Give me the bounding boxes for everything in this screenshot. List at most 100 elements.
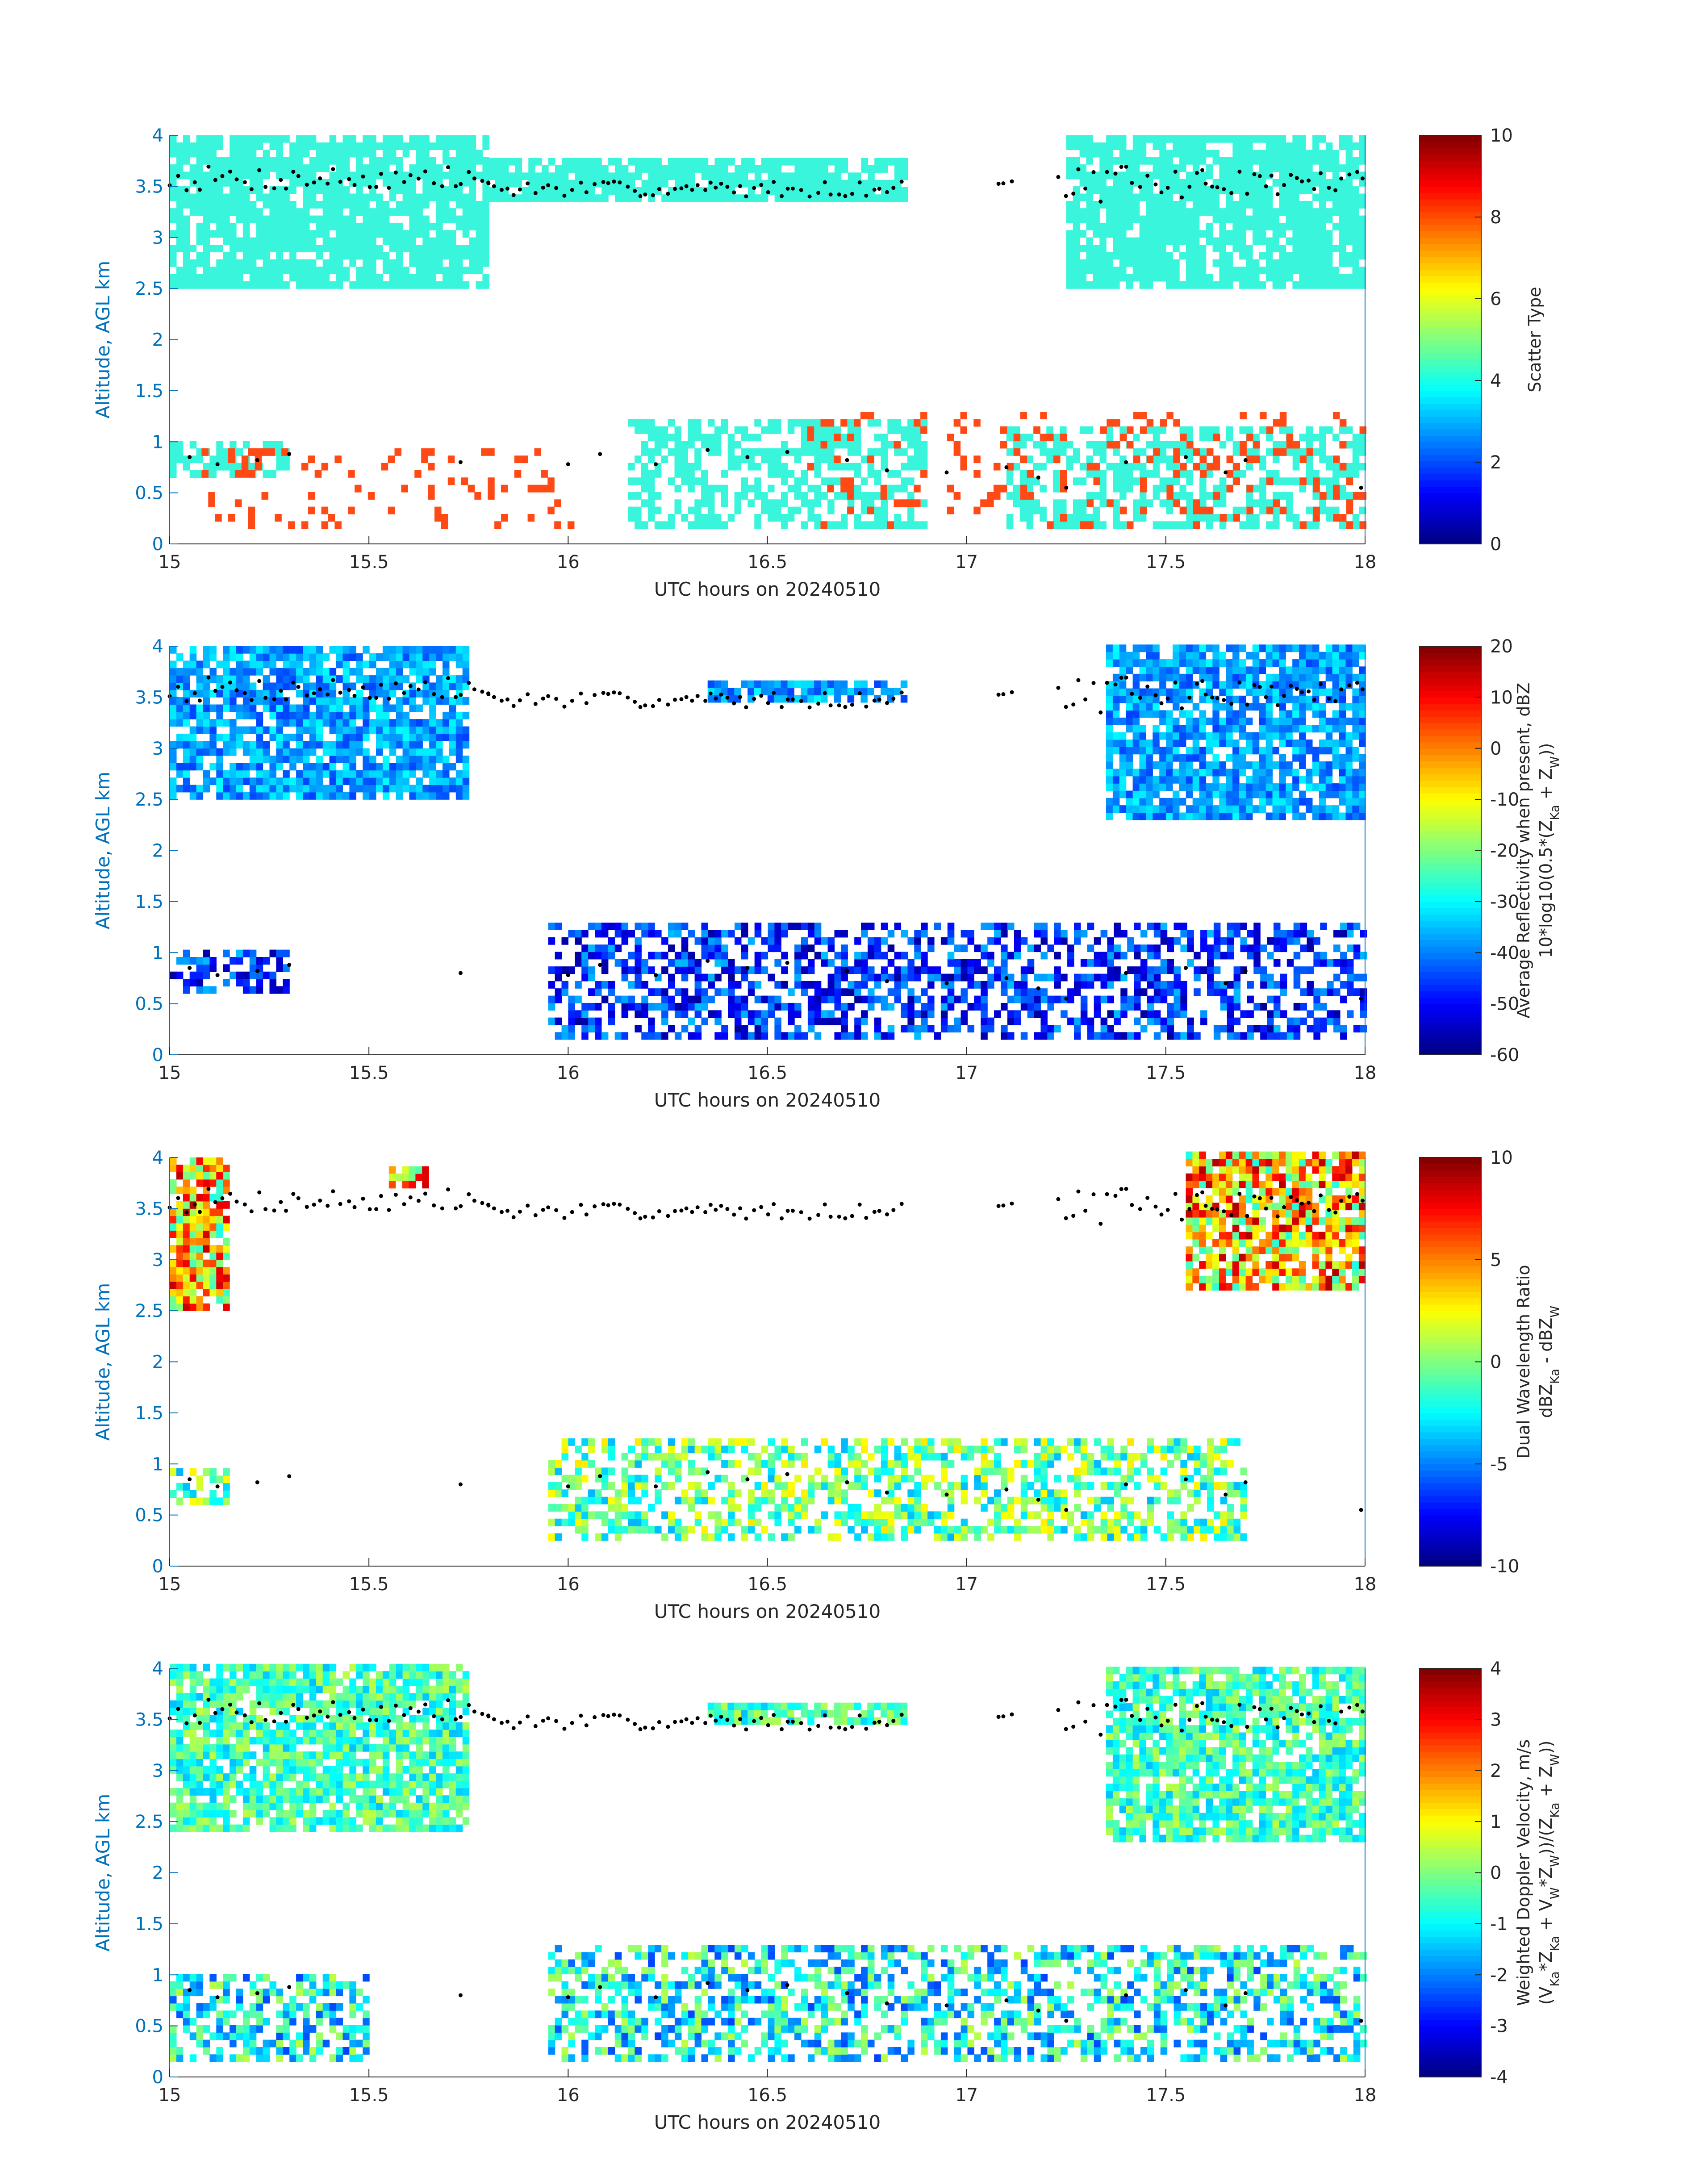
heatmap-cell	[1094, 463, 1101, 471]
heatmap-cell	[356, 675, 363, 683]
heatmap-cell	[1312, 259, 1320, 267]
heatmap-cell	[1286, 740, 1293, 747]
heatmap-cell	[1166, 499, 1173, 507]
heatmap-cell	[761, 681, 768, 688]
heatmap-cell	[363, 194, 370, 201]
heatmap-cell	[1199, 194, 1207, 201]
cloud-top-point	[858, 180, 862, 184]
heatmap-cell	[1286, 791, 1293, 798]
heatmap-cell	[1206, 171, 1213, 179]
heatmap-cell	[1226, 434, 1233, 441]
heatmap-cell	[1239, 238, 1246, 245]
heatmap-cell	[416, 653, 423, 661]
heatmap-cell	[735, 463, 742, 471]
heatmap-cell	[1352, 783, 1359, 791]
cloud-top-point	[220, 174, 224, 178]
heatmap-cell	[369, 223, 376, 230]
heatmap-cell	[555, 194, 562, 202]
heatmap-cell	[861, 521, 868, 529]
heatmap-cell	[1126, 470, 1133, 478]
heatmap-cell	[1186, 238, 1193, 245]
heatmap-cell	[601, 165, 609, 173]
heatmap-cell	[343, 201, 350, 209]
heatmap-cell	[330, 245, 337, 252]
heatmap-cell	[907, 441, 915, 448]
heatmap-cell	[443, 238, 450, 245]
heatmap-cell	[655, 158, 662, 166]
heatmap-cell	[648, 426, 655, 434]
heatmap-cell	[436, 756, 443, 763]
heatmap-cell	[754, 514, 761, 522]
cloud-top-point	[1253, 172, 1257, 176]
heatmap-cell	[283, 463, 290, 471]
heatmap-cell	[1259, 769, 1266, 776]
heatmap-cell	[1219, 252, 1227, 259]
heatmap-cell	[861, 187, 868, 195]
heatmap-cell	[1213, 135, 1220, 143]
heatmap-cell	[1099, 267, 1107, 274]
heatmap-cell	[1126, 813, 1133, 820]
heatmap-cell	[183, 741, 190, 748]
heatmap-cell	[1073, 477, 1080, 485]
heatmap-cell	[1319, 281, 1326, 289]
heatmap-cell	[1126, 259, 1133, 267]
heatmap-cell	[641, 441, 648, 448]
heatmap-cell	[449, 281, 456, 289]
heatmap-cell	[270, 208, 277, 216]
heatmap-cell	[396, 223, 403, 230]
heatmap-cell	[1099, 186, 1107, 194]
heatmap-cell	[1159, 259, 1166, 267]
heatmap-cell	[735, 426, 742, 434]
heatmap-cell	[1173, 674, 1180, 681]
heatmap-cell	[1319, 259, 1326, 267]
heatmap-cell	[330, 646, 337, 654]
heatmap-cell	[661, 165, 668, 173]
heatmap-cell	[1193, 274, 1200, 281]
heatmap-cell	[694, 507, 702, 514]
heatmap-cell	[482, 238, 489, 245]
heatmap-cell	[1226, 135, 1233, 143]
heatmap-cell	[1246, 681, 1253, 689]
heatmap-cell	[349, 705, 356, 712]
heatmap-cell	[1199, 485, 1207, 493]
heatmap-cell	[1159, 754, 1166, 762]
heatmap-cell	[383, 201, 390, 209]
heatmap-cell	[1186, 492, 1193, 500]
heatmap-cell	[1113, 245, 1120, 252]
heatmap-cell	[741, 681, 748, 688]
heatmap-cell	[376, 164, 383, 172]
heatmap-cell	[1099, 223, 1107, 230]
heatmap-cell	[236, 675, 243, 683]
heatmap-cell	[1286, 805, 1293, 813]
heatmap-cell	[316, 705, 323, 712]
heatmap-cell	[1040, 441, 1047, 448]
heatmap-cell	[263, 441, 270, 449]
heatmap-cell	[1239, 230, 1246, 238]
heatmap-cell	[170, 252, 177, 259]
heatmap-cell	[1113, 179, 1120, 187]
heatmap-cell	[675, 441, 682, 448]
heatmap-cell	[323, 223, 330, 230]
heatmap-cell	[216, 186, 223, 194]
heatmap-cell	[1279, 703, 1286, 710]
colorbar-swatch	[1420, 180, 1481, 187]
heatmap-cell	[456, 675, 463, 683]
heatmap-cell	[209, 230, 217, 238]
heatmap-cell	[376, 208, 383, 216]
cloud-top-point	[417, 177, 421, 181]
heatmap-cell	[1166, 194, 1173, 201]
heatmap-cell	[814, 165, 822, 173]
heatmap-cell	[1326, 238, 1333, 245]
heatmap-cell	[528, 165, 535, 173]
heatmap-cell	[170, 142, 177, 150]
heatmap-cell	[421, 448, 428, 456]
heatmap-cell	[316, 727, 323, 734]
heatmap-cell	[336, 646, 343, 654]
heatmap-cell	[449, 682, 456, 690]
cloud-top-point	[1114, 171, 1118, 175]
heatmap-cell	[309, 719, 317, 727]
heatmap-cell	[881, 485, 888, 493]
heatmap-cell	[1346, 798, 1353, 806]
heatmap-cell	[575, 158, 582, 166]
heatmap-cell	[1093, 259, 1100, 267]
